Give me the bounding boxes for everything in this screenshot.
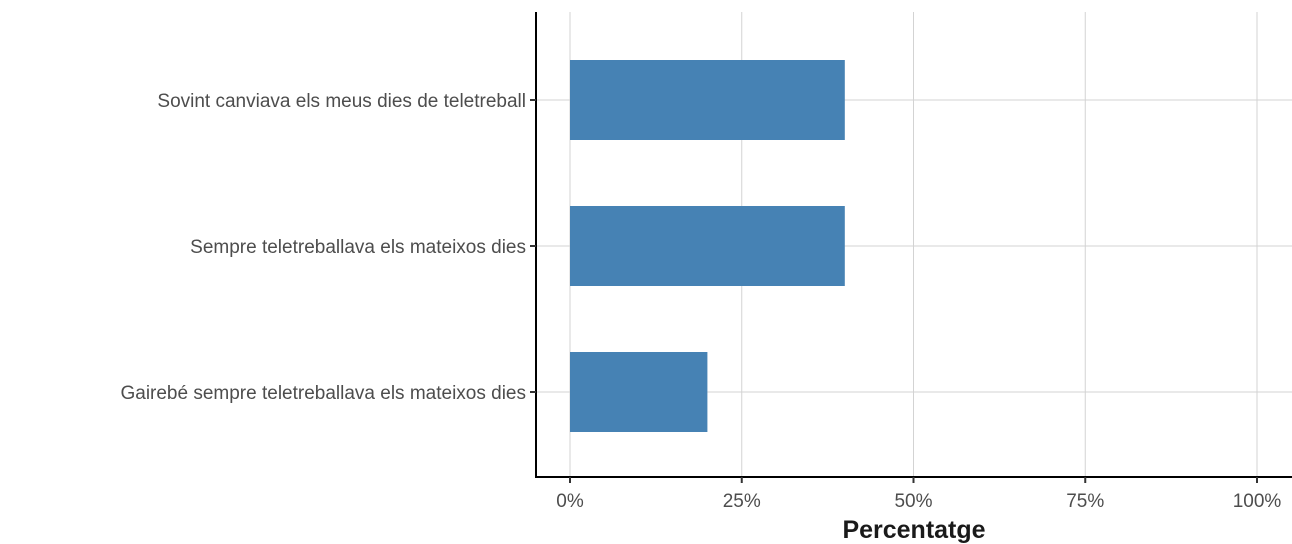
x-tick-label: 75% [1066,491,1104,512]
bar [570,60,845,140]
x-tick-label: 50% [894,491,932,512]
y-tick-label: Sovint canviava els meus dies de teletre… [157,91,526,112]
axes-layer [530,12,1292,483]
x-tick-label: 25% [723,491,761,512]
bar [570,352,708,432]
y-tick-label: Sempre teletreballava els mateixos dies [190,237,526,258]
x-tick-label: 100% [1233,491,1282,512]
labels-layer: Sovint canviava els meus dies de teletre… [120,91,1281,512]
x-axis-title: Percentatge [842,516,985,544]
bars-layer [570,60,845,432]
y-tick-label: Gairebé sempre teletreballava els mateix… [120,383,526,404]
x-tick-label: 0% [556,491,584,512]
bar [570,206,845,286]
